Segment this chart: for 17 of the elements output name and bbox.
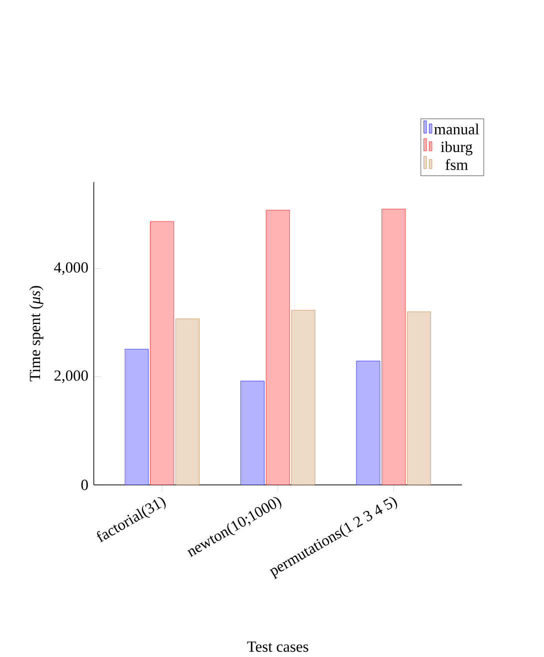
bar: [356, 360, 380, 485]
legend-label: iburg: [440, 141, 472, 156]
legend-label: manual: [434, 124, 479, 134]
bar: [291, 310, 316, 485]
bar: [175, 318, 200, 485]
bar: [150, 221, 174, 485]
bar: [407, 312, 431, 485]
y-tick-label: 0: [81, 480, 88, 490]
y-tick-label: 2,000: [54, 370, 88, 384]
bar: [382, 208, 406, 485]
legend-label: fsm: [445, 158, 468, 170]
y-axis-title: Time spent (μs): [29, 286, 44, 382]
bar: [266, 210, 290, 485]
bar: [240, 380, 264, 485]
bar: [124, 348, 149, 485]
y-tick-label: 4,000: [54, 262, 88, 275]
x-axis-title: Test cases: [247, 642, 308, 652]
